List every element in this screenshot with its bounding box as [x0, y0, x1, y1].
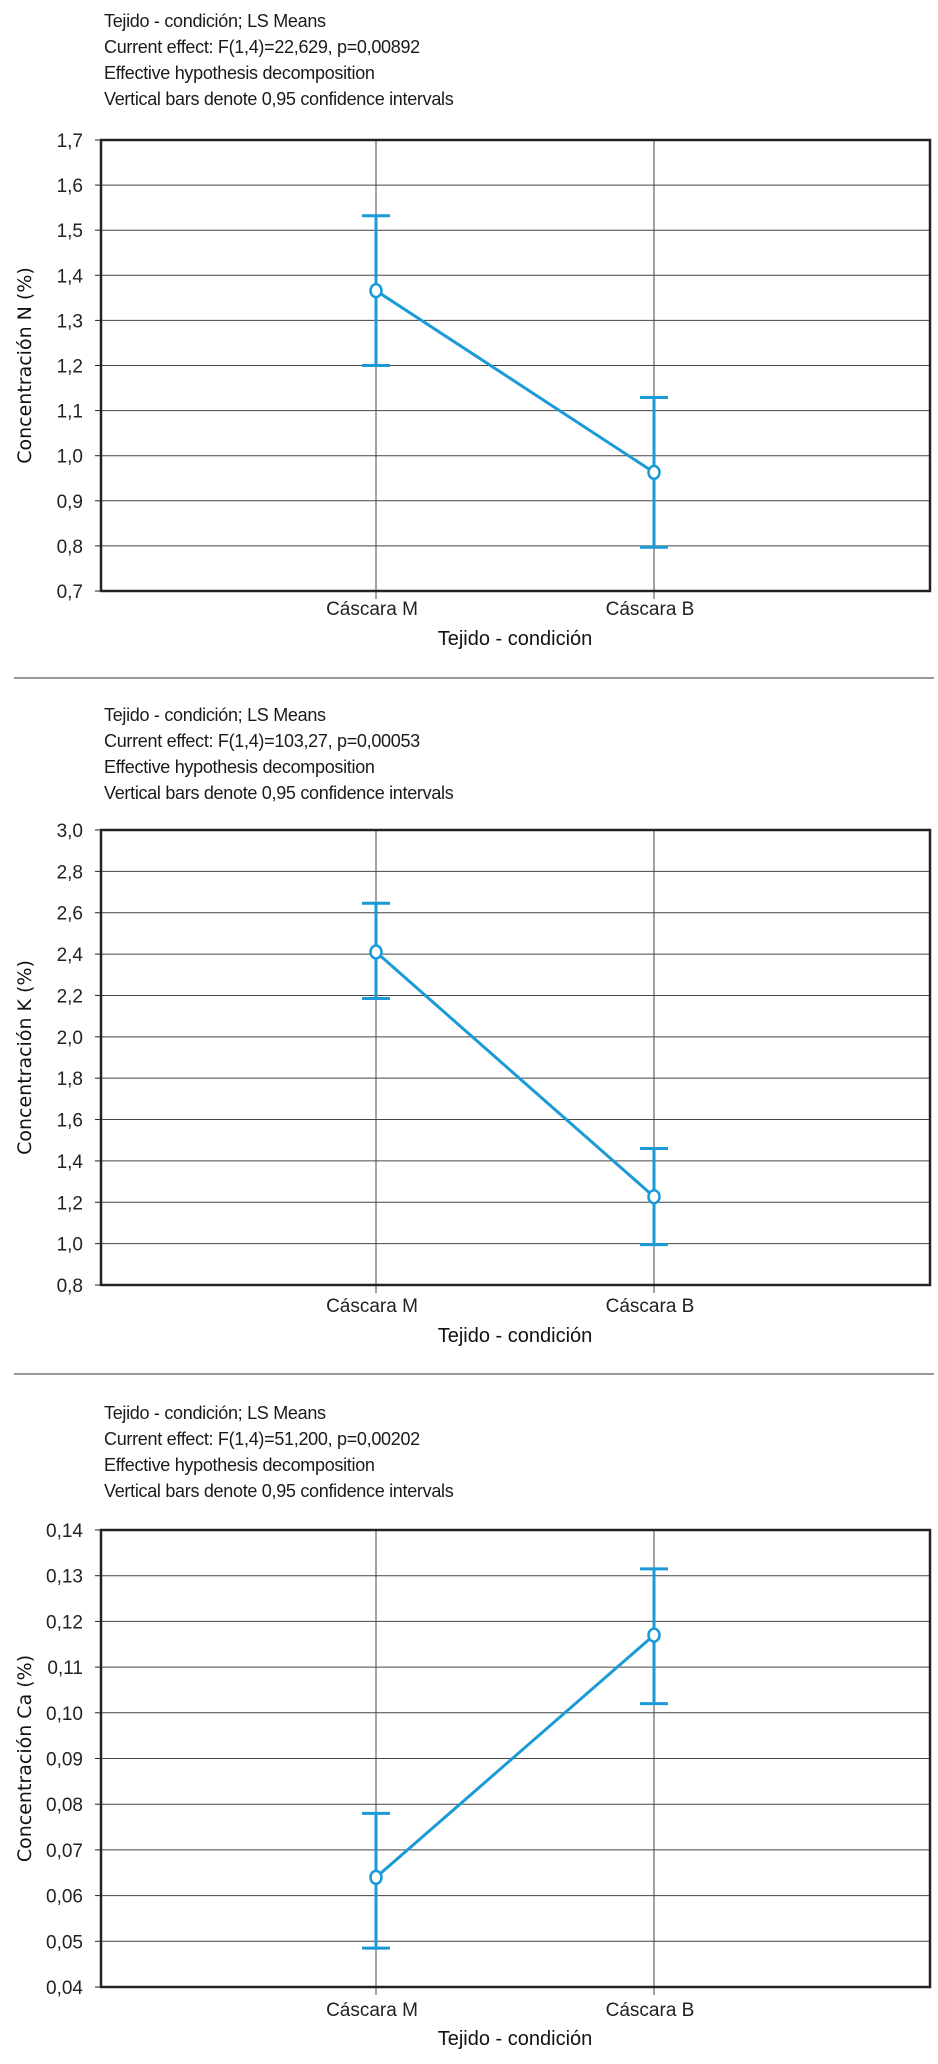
y-tick-label: 0,07 — [46, 1841, 83, 1862]
mean-point — [647, 464, 661, 481]
y-tick-label: 0,10 — [46, 1704, 83, 1725]
y-tick-label: 0,14 — [46, 1521, 83, 1542]
y-tick-label: 1,6 — [57, 1111, 83, 1132]
y-tick-label: 1,2 — [57, 1193, 83, 1214]
chart-2: 0,8 1,0 1,2 1,4 1,6 1,8 2,0 2,2 2,4 2,6 2,8 3,0 Cásc… — [14, 821, 932, 1347]
mean-point — [647, 1188, 661, 1205]
chart-header: Tejido - condición; LS Means Current effe… — [104, 1400, 454, 1504]
y-tick-label: 1,4 — [57, 1152, 84, 1173]
y-tick-label: 0,09 — [46, 1750, 83, 1771]
header-line: Vertical bars denote 0,95 confidence int… — [104, 1481, 454, 1501]
header-line: Current effect: F(1,4)=103,27, p=0,00053 — [104, 731, 420, 751]
mean-point — [369, 282, 383, 299]
header-line: Current effect: F(1,4)=51,200, p=0,00202 — [104, 1429, 420, 1449]
plot-frame — [99, 138, 932, 593]
y-tick-label: 2,4 — [57, 945, 84, 966]
series-line — [375, 950, 655, 1198]
header-line: Tejido - condición; LS Means — [104, 705, 326, 725]
mean-point — [369, 944, 383, 960]
y-tick-label: 1,1 — [57, 402, 83, 423]
y-tick-label: 0,06 — [46, 1887, 83, 1908]
y-axis-title: Concentración Ca (%) — [14, 1655, 36, 1862]
y-tick-label: 0,8 — [57, 1276, 83, 1297]
plot-frame — [99, 1528, 932, 1989]
y-tick-label: 1,3 — [57, 311, 83, 332]
y-tick-label: 2,8 — [57, 862, 83, 883]
x-tick-label: Cáscara M — [326, 1296, 418, 1317]
header-line: Effective hypothesis decomposition — [104, 63, 375, 83]
y-tick-label: 1,4 — [57, 266, 84, 287]
y-tick-label: 1,6 — [57, 176, 83, 197]
header-line: Vertical bars denote 0,95 confidence int… — [104, 783, 454, 803]
y-tick-label: 0,7 — [57, 582, 83, 603]
chart-header: Tejido - condición; LS Means Current effe… — [104, 8, 454, 112]
mean-point — [647, 1627, 661, 1643]
y-tick-label: 2,2 — [57, 986, 83, 1007]
header-line: Tejido - condición; LS Means — [104, 11, 326, 31]
header-line: Effective hypothesis decomposition — [104, 757, 375, 777]
plot-frame — [99, 828, 932, 1287]
x-tick-label: Cáscara M — [326, 2000, 418, 2021]
y-tick-label: 3,0 — [57, 821, 83, 842]
chart-3: 0,04 0,05 0,06 0,07 0,08 0,09 0,10 0,11 0,12 0,13… — [14, 1521, 932, 2050]
series-line — [375, 289, 655, 474]
y-tick-label: 1,2 — [57, 357, 83, 378]
y-tick-label: 1,0 — [57, 1235, 83, 1256]
x-tick-label: Cáscara B — [606, 2000, 695, 2021]
y-tick-label: 1,0 — [57, 447, 83, 468]
x-axis-title: Tejido - condición — [438, 628, 593, 650]
series-line — [375, 1633, 655, 1879]
x-axis-title: Tejido - condición — [438, 2028, 593, 2050]
y-tick-label: 0,12 — [46, 1612, 83, 1633]
y-tick-label: 0,8 — [57, 537, 83, 558]
header-line: Current effect: F(1,4)=22,629, p=0,00892 — [104, 37, 420, 57]
divider — [14, 677, 934, 679]
y-tick-label: 1,8 — [57, 1069, 83, 1090]
x-tick-label: Cáscara B — [606, 1296, 695, 1317]
divider — [14, 1373, 934, 1375]
y-tick-label: 0,11 — [47, 1658, 83, 1679]
header-line: Vertical bars denote 0,95 confidence int… — [104, 89, 454, 109]
mean-point — [369, 1869, 383, 1886]
chart-header: Tejido - condición; LS Means Current effe… — [104, 702, 454, 806]
y-tick-label: 1,7 — [57, 131, 83, 152]
y-tick-label: 0,9 — [57, 492, 83, 513]
header-line: Tejido - condición; LS Means — [104, 1403, 326, 1423]
y-tick-label: 1,5 — [57, 221, 83, 242]
y-tick-label: 0,13 — [46, 1567, 83, 1588]
y-tick-label: 2,6 — [57, 904, 83, 925]
chart-1: 0,7 0,8 0,9 1,0 1,1 1,2 1,3 1,4 1,5 1,6 1,7 Cáscara… — [14, 131, 932, 650]
y-tick-label: 2,0 — [57, 1028, 83, 1049]
x-tick-label: Cáscara M — [326, 599, 418, 620]
x-axis-title: Tejido - condición — [438, 1325, 593, 1347]
y-tick-label: 0,05 — [46, 1932, 83, 1953]
y-tick-label: 0,04 — [46, 1978, 83, 1999]
y-axis-title: Concentración N (%) — [14, 267, 36, 464]
header-line: Effective hypothesis decomposition — [104, 1455, 375, 1475]
x-tick-label: Cáscara B — [606, 599, 695, 620]
y-axis-title: Concentración K (%) — [14, 960, 36, 1155]
y-tick-label: 0,08 — [46, 1795, 83, 1816]
